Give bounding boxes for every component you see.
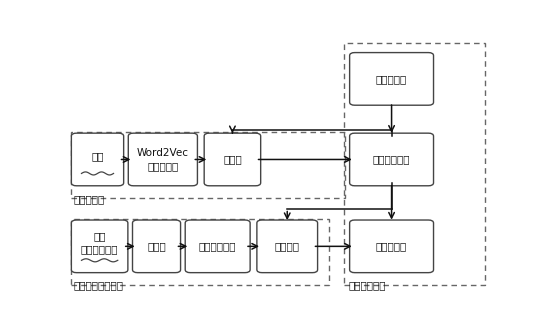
Text: 词向量: 词向量 bbox=[147, 241, 166, 251]
Text: 文本向量表示: 文本向量表示 bbox=[373, 154, 410, 164]
Text: 文本分类模型训练: 文本分类模型训练 bbox=[73, 281, 123, 290]
Text: 词向量: 词向量 bbox=[223, 154, 242, 164]
FancyBboxPatch shape bbox=[71, 220, 128, 273]
FancyBboxPatch shape bbox=[204, 133, 261, 186]
Text: Word2Vec
训练词向量: Word2Vec 训练词向量 bbox=[137, 148, 189, 171]
Bar bbox=[71, 219, 329, 285]
Text: 词向量训练: 词向量训练 bbox=[73, 194, 104, 204]
Text: 文本向量表示: 文本向量表示 bbox=[199, 241, 237, 251]
Text: 单元格类别: 单元格类别 bbox=[376, 241, 407, 251]
Bar bbox=[71, 132, 345, 198]
FancyBboxPatch shape bbox=[128, 133, 197, 186]
Text: 单元格内容: 单元格内容 bbox=[376, 74, 407, 84]
FancyBboxPatch shape bbox=[350, 53, 434, 105]
Text: 文本类别预测: 文本类别预测 bbox=[348, 281, 386, 290]
Text: 语料
（类别标签）: 语料 （类别标签） bbox=[81, 231, 119, 254]
FancyBboxPatch shape bbox=[350, 220, 434, 273]
Text: 语料: 语料 bbox=[91, 151, 104, 161]
FancyBboxPatch shape bbox=[185, 220, 250, 273]
FancyBboxPatch shape bbox=[133, 220, 181, 273]
Text: 分类模型: 分类模型 bbox=[275, 241, 300, 251]
FancyBboxPatch shape bbox=[71, 133, 123, 186]
FancyBboxPatch shape bbox=[257, 220, 318, 273]
FancyBboxPatch shape bbox=[350, 133, 434, 186]
Bar bbox=[344, 43, 485, 285]
